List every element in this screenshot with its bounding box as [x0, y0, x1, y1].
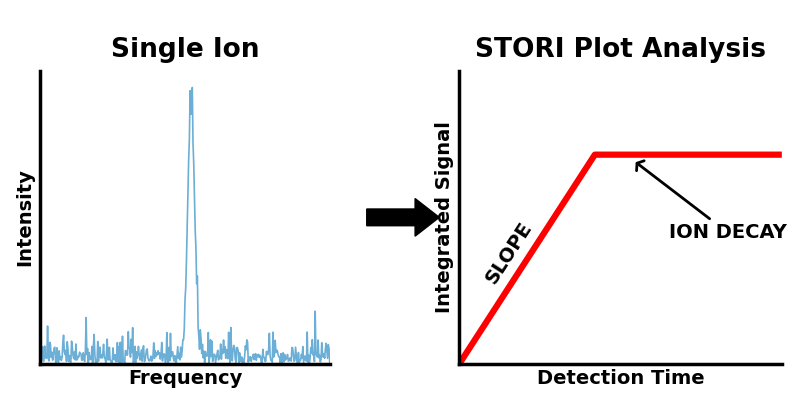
Text: SLOPE: SLOPE — [483, 218, 536, 287]
Y-axis label: Intensity: Intensity — [16, 168, 35, 266]
Title: STORI Plot Analysis: STORI Plot Analysis — [475, 37, 767, 63]
X-axis label: Detection Time: Detection Time — [537, 369, 704, 388]
Text: ION DECAY: ION DECAY — [637, 161, 787, 242]
X-axis label: Frequency: Frequency — [128, 369, 243, 388]
Y-axis label: Integrated Signal: Integrated Signal — [435, 121, 454, 314]
Title: Single Ion: Single Ion — [111, 37, 260, 63]
